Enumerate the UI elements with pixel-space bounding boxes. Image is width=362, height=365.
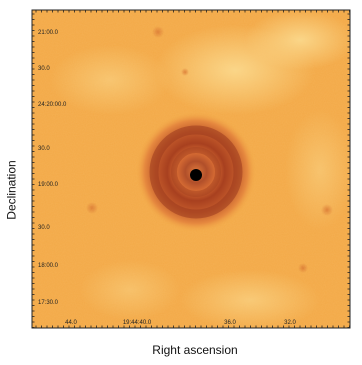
x-tick-label: 44.0 [65,320,77,326]
y-tick-label: 30.0 [38,225,50,231]
y-tick-label: 30.0 [38,66,50,72]
y-axis-label: Declination [5,160,19,220]
y-tick-label: 18:00.0 [38,263,59,269]
axis-ticks [32,10,350,328]
dark-ring [149,125,243,219]
y-tick-label: 24:20:00.0 [38,102,67,108]
central-star [190,169,202,181]
y-tick-label: 17:30.0 [38,300,59,306]
x-axis-label: Right ascension [152,343,238,357]
x-tick-label: 36.0 [224,320,236,326]
y-tick-label: 19:00.0 [38,182,59,188]
y-axis-title: Declination [2,110,22,270]
inner-ring [171,147,221,197]
plot-frame [31,9,351,329]
image-plot-area [32,10,350,328]
y-tick-label: 30.0 [38,146,50,152]
y-tick-label: 21:00.0 [38,30,59,36]
x-tick-label: 32.0 [284,320,296,326]
x-tick-label: 19:44:40.0 [123,320,152,326]
